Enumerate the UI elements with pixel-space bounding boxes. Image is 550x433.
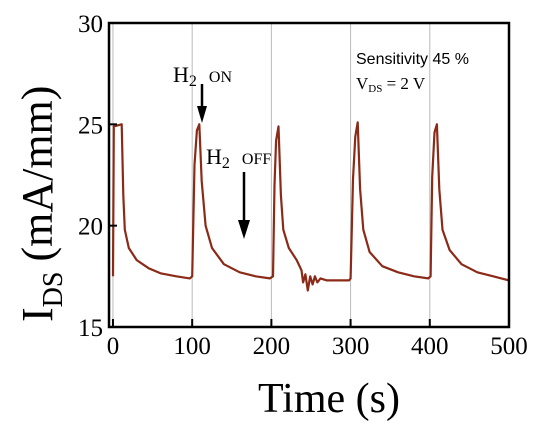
axis-ticks: 0 100 200 300 400 500 15 20 25 30 bbox=[78, 11, 528, 360]
plot-frame bbox=[107, 21, 511, 329]
x-axis-label: Time (s) bbox=[258, 376, 400, 422]
h2-off-sub: 2 bbox=[222, 155, 230, 172]
x-tick-label-0: 0 bbox=[107, 333, 120, 360]
vertical-gridlines bbox=[112, 23, 431, 327]
ids-line bbox=[111, 121, 510, 292]
h2-on-state: ON bbox=[209, 69, 233, 86]
x-tick-label-100: 100 bbox=[173, 333, 211, 360]
y-axis-label-sub: DS bbox=[38, 272, 69, 308]
vds-prefix: V bbox=[356, 74, 369, 93]
x-tick-label-300: 300 bbox=[332, 333, 370, 360]
vds-label: VDS = 2 V bbox=[356, 74, 426, 95]
y-tick-label-25: 25 bbox=[78, 112, 103, 139]
y-axis-label-units: (mA/mm) bbox=[13, 86, 62, 262]
x-tick-label-500: 500 bbox=[490, 333, 528, 360]
vds-value: = 2 V bbox=[382, 74, 426, 93]
h2-on-arrow bbox=[197, 84, 207, 123]
y-tick-label-15: 15 bbox=[78, 315, 103, 342]
h2-on-sub: 2 bbox=[189, 73, 197, 90]
h2-off-label: H2 OFF bbox=[206, 144, 271, 172]
sensitivity-label: Sensitivity 45 % bbox=[356, 51, 469, 68]
y-tick-label-30: 30 bbox=[78, 11, 103, 38]
h2-off-arrow bbox=[238, 172, 250, 239]
h2-on-label: H2 ON bbox=[173, 62, 232, 90]
y-axis-label: IDS (mA/mm) bbox=[13, 86, 69, 322]
h2-on-main: H bbox=[173, 62, 189, 87]
x-tick-label-200: 200 bbox=[253, 333, 291, 360]
y-tick-label-20: 20 bbox=[78, 214, 103, 241]
x-tick-label-400: 400 bbox=[411, 333, 449, 360]
h2-off-state: OFF bbox=[242, 151, 271, 168]
h2-off-main: H bbox=[206, 144, 222, 169]
vds-sub: DS bbox=[368, 83, 382, 95]
y-axis-label-main: I bbox=[13, 307, 62, 322]
